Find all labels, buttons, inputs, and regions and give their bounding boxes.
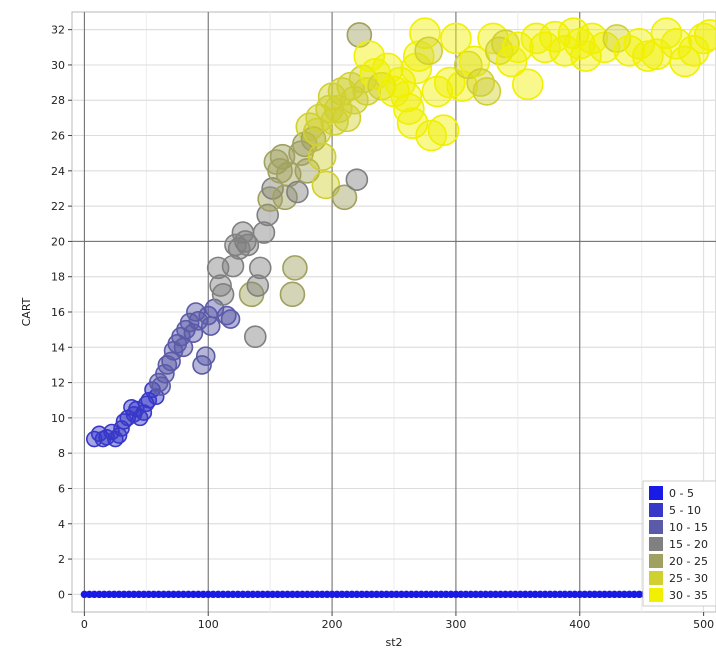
data-point — [502, 31, 534, 64]
data-point — [332, 103, 362, 133]
legend-label: 15 - 20 — [669, 538, 708, 551]
data-point — [669, 45, 701, 78]
data-point — [302, 117, 332, 147]
legend-swatch — [649, 520, 663, 534]
data-point — [279, 281, 306, 308]
y-tick-label: 0 — [58, 588, 65, 601]
data-point — [677, 35, 710, 67]
data-point — [345, 168, 369, 191]
data-point — [549, 35, 581, 67]
y-tick-label: 22 — [51, 200, 65, 213]
data-point — [200, 316, 221, 336]
data-point — [632, 40, 664, 72]
data-point — [427, 114, 460, 147]
x-tick-label: 0 — [81, 618, 88, 631]
y-tick-label: 32 — [51, 24, 65, 37]
x-axis-title: st2 — [385, 636, 402, 649]
legend-swatch — [649, 486, 663, 500]
legend-swatch — [649, 588, 663, 602]
y-tick-label: 20 — [51, 235, 65, 248]
data-point — [252, 221, 276, 244]
y-tick-label: 26 — [51, 130, 65, 143]
x-tick-label: 200 — [322, 618, 343, 631]
data-point — [433, 66, 466, 99]
data-point — [256, 203, 279, 227]
legend-swatch — [649, 503, 663, 517]
data-point — [400, 52, 433, 85]
y-axis-title: CART — [20, 297, 33, 326]
data-point — [246, 274, 270, 297]
legend-label: 5 - 10 — [669, 504, 701, 517]
y-tick-label: 30 — [51, 59, 65, 72]
data-point — [220, 309, 241, 329]
data-point — [195, 346, 216, 366]
y-tick-label: 24 — [51, 165, 65, 178]
legend-label: 20 - 25 — [669, 555, 708, 568]
data-point — [440, 22, 472, 55]
legend-label: 0 - 5 — [669, 487, 694, 500]
data-point — [491, 29, 520, 59]
data-point — [396, 107, 429, 139]
legend-swatch — [649, 554, 663, 568]
y-tick-label: 16 — [51, 306, 65, 319]
data-point — [286, 180, 309, 204]
data-point — [311, 170, 341, 200]
data-point — [390, 80, 423, 113]
y-tick-label: 2 — [58, 553, 65, 566]
data-point — [331, 184, 358, 211]
data-point — [694, 19, 716, 51]
x-tick-label: 400 — [569, 618, 590, 631]
data-point — [323, 94, 353, 124]
data-point — [353, 40, 386, 72]
y-tick-label: 12 — [51, 377, 65, 390]
y-tick-label: 8 — [58, 447, 65, 460]
data-point — [188, 311, 209, 331]
data-point — [352, 77, 382, 106]
data-point — [211, 283, 235, 306]
data-point — [183, 323, 204, 343]
data-point — [294, 158, 321, 184]
y-tick-label: 14 — [51, 341, 65, 354]
data-point — [307, 142, 337, 172]
legend-swatch — [649, 537, 663, 551]
y-tick-label: 6 — [58, 482, 65, 495]
legend-label: 30 - 35 — [669, 589, 708, 602]
y-tick-label: 28 — [51, 94, 65, 107]
data-point — [243, 325, 267, 349]
data-point — [472, 77, 502, 106]
data-point — [414, 36, 443, 66]
x-tick-label: 300 — [445, 618, 466, 631]
y-tick-label: 18 — [51, 271, 65, 284]
x-tick-label: 100 — [198, 618, 219, 631]
data-point — [209, 274, 232, 297]
data-point — [660, 27, 693, 60]
x-tick-label: 500 — [693, 618, 714, 631]
data-point — [248, 256, 272, 280]
data-point — [234, 230, 257, 253]
legend-swatch — [649, 571, 663, 585]
y-tick-label: 10 — [51, 412, 65, 425]
data-point — [151, 376, 171, 396]
data-point — [570, 40, 602, 72]
legend-label: 25 - 30 — [669, 572, 708, 585]
data-point — [282, 255, 308, 281]
legend-label: 10 - 15 — [669, 521, 708, 534]
data-point — [147, 388, 165, 406]
data-point — [409, 17, 441, 49]
data-point — [511, 68, 544, 101]
y-tick-label: 4 — [58, 518, 65, 531]
data-point — [236, 233, 260, 257]
